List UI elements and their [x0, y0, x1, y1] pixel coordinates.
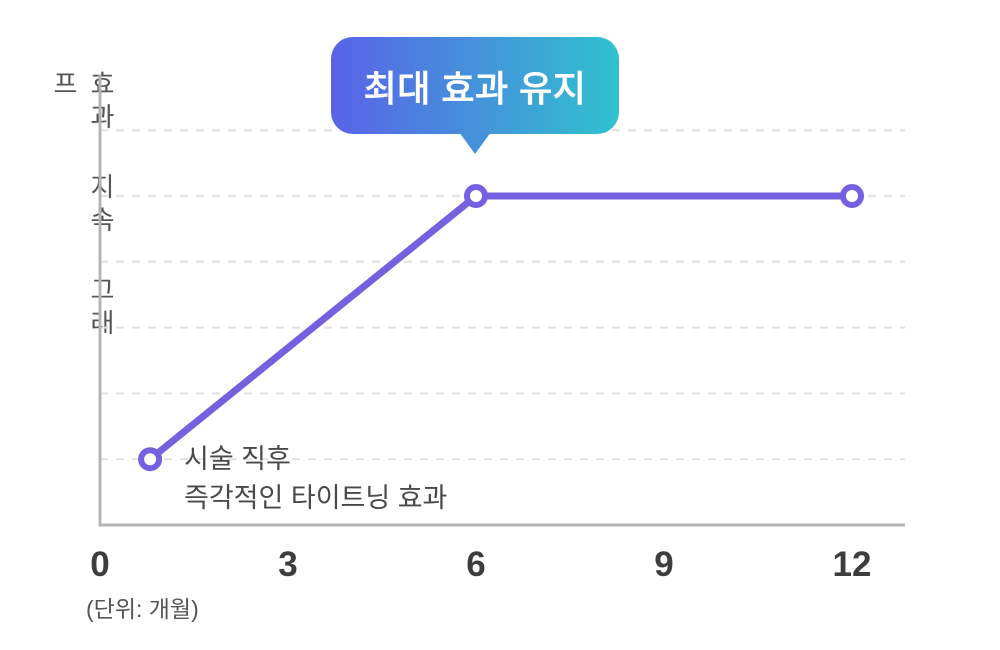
callout-pointer-icon: [459, 132, 491, 154]
x-tick-label: 0: [90, 545, 110, 584]
data-point: [464, 184, 488, 208]
first-point-label-line2: 즉각적인 타이트닝 효과: [184, 483, 448, 513]
data-point: [138, 447, 163, 472]
data-point: [840, 184, 864, 208]
callout-bubble: 최대 효과 유지: [331, 37, 619, 154]
first-point-label: 시술 직후 즉각적인 타이트닝 효과: [184, 440, 447, 518]
x-tick-label: 12: [832, 545, 872, 584]
callout-label: 최대 효과 유지: [363, 67, 587, 109]
x-tick-label: 6: [466, 545, 486, 584]
first-point-label-line1: 시술 직후: [184, 444, 291, 474]
x-tick-label: 3: [278, 545, 298, 584]
x-axis-unit-label: (단위: 개월): [86, 596, 199, 622]
x-tick-label: 9: [654, 545, 674, 584]
